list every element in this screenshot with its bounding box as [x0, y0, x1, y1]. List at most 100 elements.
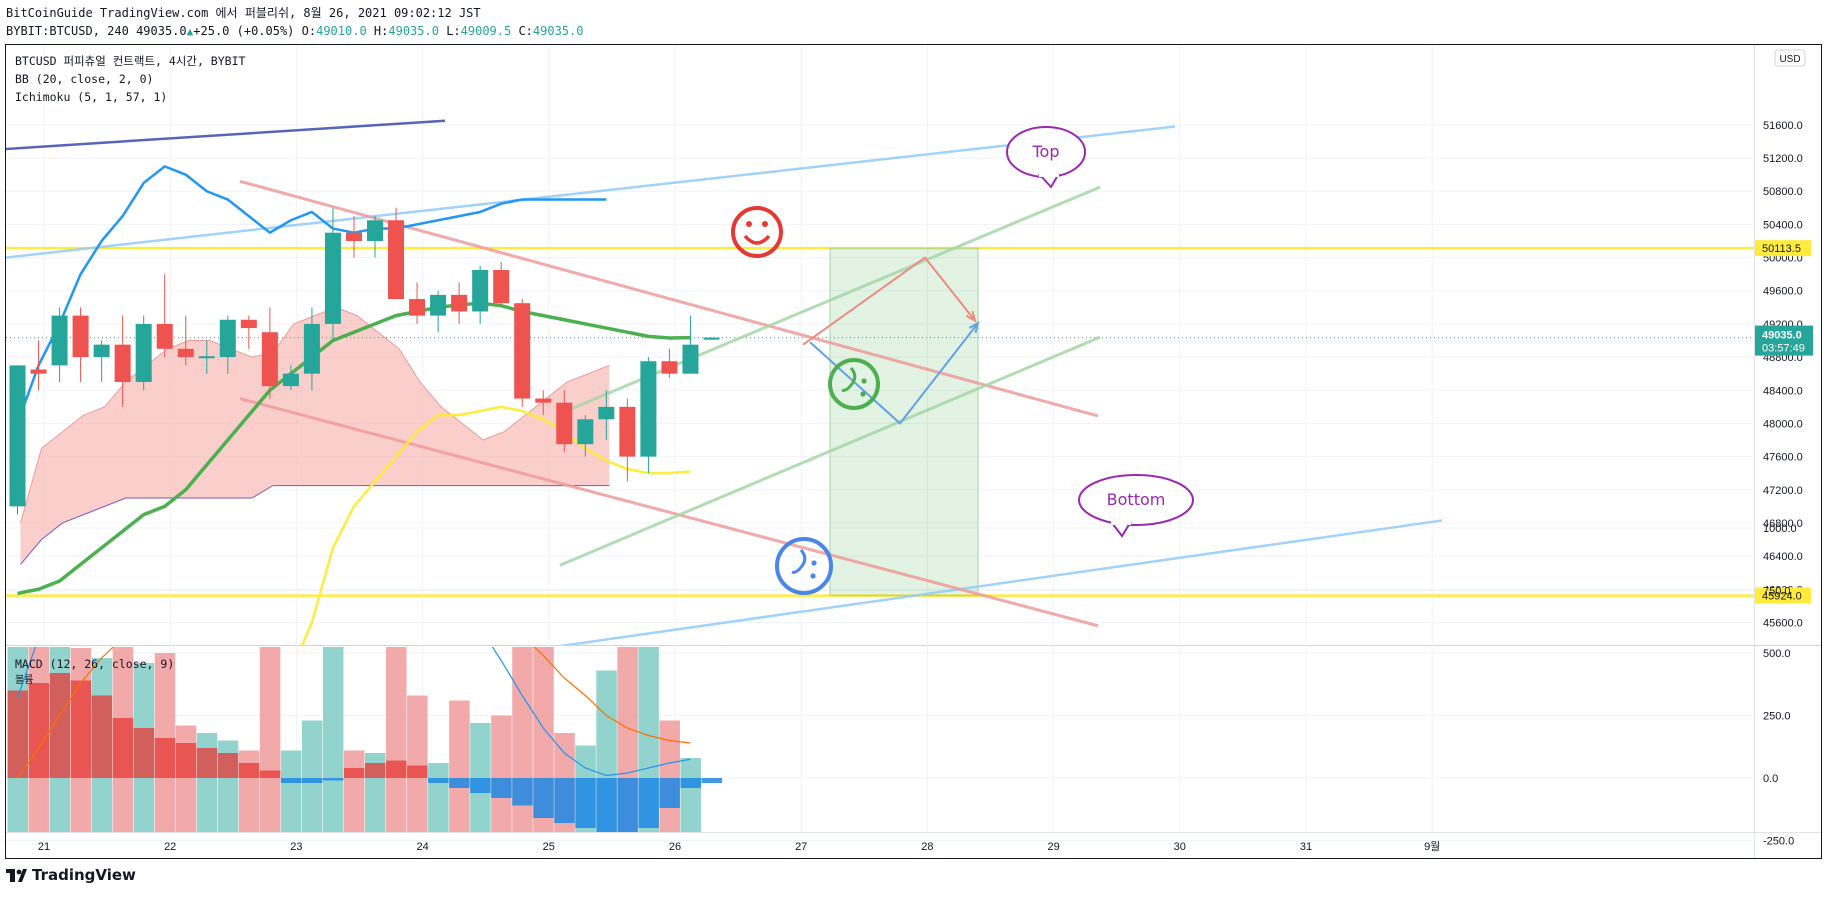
blue-short-line: [6, 119, 446, 151]
candle-body: [598, 406, 615, 420]
macd-histogram-bar: [512, 778, 533, 806]
last-price-tag: [1755, 325, 1813, 356]
macd-histogram-bar: [596, 778, 617, 832]
macd-tick-label: 500.0: [1763, 648, 1791, 660]
candle: [156, 274, 173, 358]
volume-bar: [470, 723, 491, 832]
candle-body: [451, 294, 468, 312]
ichimoku-cloud: [20, 306, 610, 565]
eye: [810, 573, 816, 579]
macd-histogram-bar: [322, 778, 344, 781]
candle: [72, 307, 89, 382]
brand-name: TradingView: [32, 866, 136, 884]
time-tick-label: 21: [38, 841, 50, 853]
macd-histogram-bar: [701, 778, 722, 783]
candle: [198, 340, 215, 374]
legend-bb: BB (20, close, 2, 0): [15, 72, 154, 86]
candle: [598, 390, 615, 441]
candle-body: [9, 365, 26, 507]
red-channel-lower: [239, 397, 1099, 628]
last-price-label: 49035.0: [1762, 330, 1802, 342]
candle: [409, 282, 426, 324]
macd-histogram-bar: [91, 695, 113, 778]
macd-histogram-bar: [259, 770, 281, 778]
macd-histogram-bar: [638, 778, 659, 828]
time-tick-label: 9월: [1424, 840, 1440, 853]
volume-bar: [407, 695, 428, 832]
volume-bar: [301, 720, 323, 832]
bottom-callout-label: Bottom: [1107, 490, 1166, 509]
volume-bar: [322, 647, 344, 832]
time-tick-label: 24: [416, 841, 428, 853]
legend-ichimoku: Ichimoku (5, 1, 57, 1): [15, 90, 168, 104]
price-tick-label: 47200.0: [1763, 485, 1803, 497]
candle-body: [640, 361, 657, 457]
time-tick-label: 22: [164, 841, 176, 853]
green-channel-lower: [559, 335, 1101, 567]
time-axis: 21 22 23 24 25 26 27 28 29 30 31 9월: [38, 840, 1440, 853]
confused-face-icon: [828, 358, 880, 410]
candle-body: [703, 337, 720, 340]
macd-tick-label: 0.0: [1763, 773, 1778, 785]
macd-histogram-bar: [470, 778, 491, 793]
candle: [682, 315, 699, 374]
candle: [661, 348, 678, 378]
volume-bar: [259, 647, 281, 832]
candle: [51, 307, 68, 382]
price-tick-label: 51200.0: [1763, 153, 1803, 165]
macd-line: [16, 647, 691, 777]
candle-body: [261, 332, 278, 387]
candle-body: [114, 344, 131, 382]
price-tick-label: 48000.0: [1763, 418, 1803, 430]
sad-face-icon: [775, 537, 833, 595]
macd-histogram-bar: [70, 680, 92, 778]
trendlines: [6, 119, 1754, 645]
happy-face-icon-outline: [731, 206, 783, 258]
up-triangle-icon: ▲: [186, 25, 194, 38]
candle: [114, 315, 131, 407]
time-tick-label: 23: [290, 841, 302, 853]
candle: [219, 315, 236, 374]
macd-histogram-bar: [554, 778, 575, 823]
volume-bar: [680, 758, 701, 832]
candle-body: [51, 315, 68, 366]
candle-body: [388, 220, 405, 300]
macd-histogram-bar: [133, 728, 155, 778]
macd-tick-label: 1000.0: [1763, 523, 1797, 535]
candle: [9, 365, 26, 515]
currency-badge: USD: [1774, 49, 1806, 67]
level-price-tag: [1755, 240, 1811, 257]
macd-histogram-bar: [491, 778, 512, 798]
candle-body: [177, 348, 194, 358]
candle: [367, 216, 384, 258]
candle-body: [156, 323, 173, 349]
price-tick-label: 46400.0: [1763, 551, 1803, 563]
price-axis: 45600.046000.046400.046800.047200.047600…: [1755, 49, 1813, 629]
price-tick-label: 49600.0: [1763, 286, 1803, 298]
smile: [743, 234, 771, 245]
candle-body: [367, 220, 384, 241]
price-tick-label: 45600.0: [1763, 617, 1803, 629]
legend-macd-sub: 볼륨: [15, 675, 34, 686]
macd-histogram-bar: [428, 778, 449, 783]
candle: [30, 340, 47, 391]
mouth: [791, 549, 807, 574]
candle-body: [409, 299, 426, 316]
open-value: 49010.0: [316, 24, 367, 38]
time-tick-label: 28: [921, 841, 933, 853]
countdown-label: 03:57:49: [1762, 343, 1805, 355]
eye: [762, 221, 768, 227]
level-price-label: 50113.5: [1762, 243, 1801, 255]
signal-line: [17, 647, 691, 779]
macd-tick-label: 750.0: [1763, 586, 1791, 598]
candle: [93, 340, 110, 382]
candle: [556, 390, 573, 453]
sad-face-icon-outline: [775, 537, 833, 595]
candle-body: [198, 356, 215, 359]
time-tick-label: 25: [543, 841, 555, 853]
macd-histogram-bar: [343, 768, 365, 778]
close-value: 49035.0: [532, 24, 584, 38]
tradingview-logo[interactable]: TradingView: [6, 866, 136, 884]
candle: [640, 357, 657, 474]
